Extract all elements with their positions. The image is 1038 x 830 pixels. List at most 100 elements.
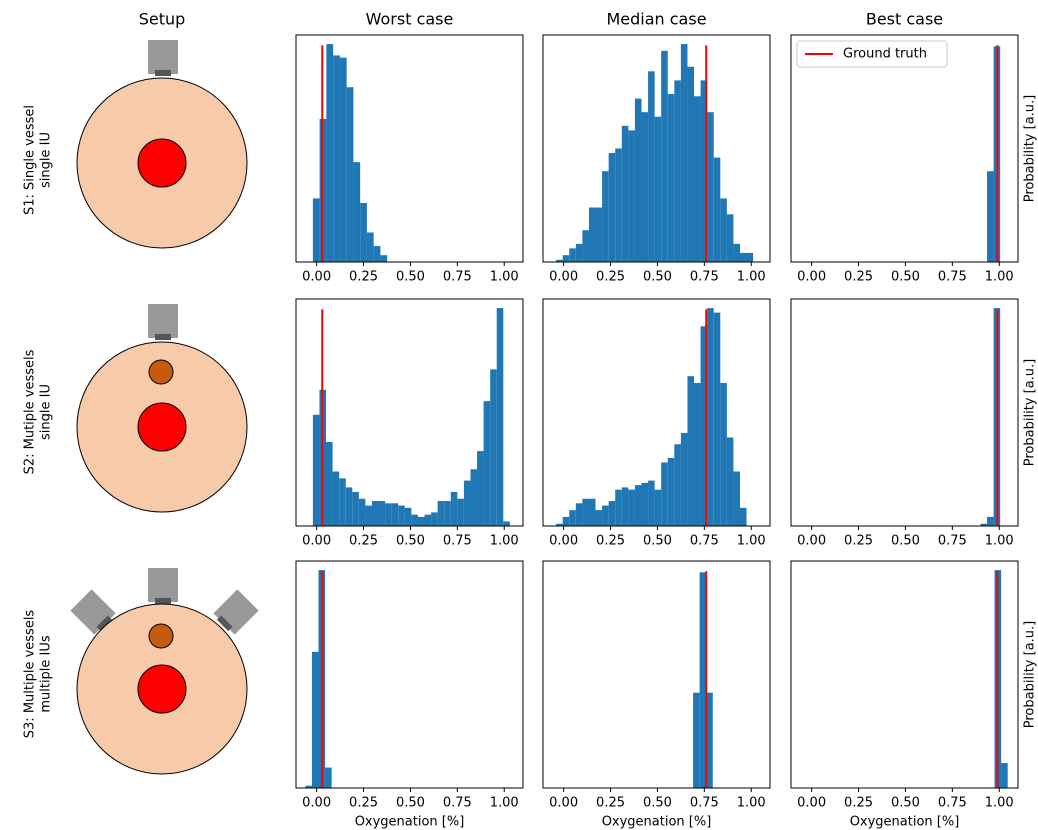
subplot: 0.000.250.500.751.00Median case xyxy=(543,10,770,285)
vessel xyxy=(138,665,186,713)
x-tick-label: 0.75 xyxy=(938,270,967,285)
axes-frame xyxy=(791,561,1018,788)
column-title: Median case xyxy=(606,10,706,29)
bar xyxy=(602,171,609,262)
x-tick-label: 0.50 xyxy=(396,534,425,549)
bar xyxy=(326,44,333,262)
bar xyxy=(411,515,418,526)
bar xyxy=(628,490,635,526)
bar xyxy=(694,96,701,262)
bar xyxy=(569,510,576,526)
bar xyxy=(340,58,347,262)
bar xyxy=(687,376,694,526)
bar xyxy=(438,501,445,526)
bar xyxy=(740,253,747,262)
x-tick-label: 0.25 xyxy=(596,796,625,811)
row-label: single IU xyxy=(39,132,54,188)
y-axis-label: Probability [a.u.] xyxy=(1023,95,1038,202)
bar xyxy=(681,433,688,526)
bar xyxy=(333,472,340,526)
x-tick-label: 0.50 xyxy=(643,796,672,811)
bar xyxy=(326,442,333,526)
x-tick-label: 0.50 xyxy=(643,270,672,285)
bar xyxy=(333,55,340,262)
bar xyxy=(464,481,471,526)
probe xyxy=(148,568,178,602)
setup-title: Setup xyxy=(139,10,186,29)
x-tick-label: 0.75 xyxy=(443,270,472,285)
bar xyxy=(733,244,740,262)
bar xyxy=(615,490,622,526)
x-tick-label: 0.00 xyxy=(302,270,331,285)
vessel xyxy=(138,139,186,187)
legend: Ground truth xyxy=(797,41,947,67)
bar xyxy=(609,501,616,526)
x-tick-label: 1.00 xyxy=(737,796,766,811)
x-tick-label: 0.00 xyxy=(797,270,826,285)
x-tick-label: 0.75 xyxy=(690,534,719,549)
bar xyxy=(576,503,583,526)
bar xyxy=(313,198,320,262)
x-tick-label: 0.75 xyxy=(443,534,472,549)
x-tick-label: 0.00 xyxy=(549,796,578,811)
bar xyxy=(589,208,596,262)
x-tick-label: 1.00 xyxy=(737,270,766,285)
bar xyxy=(628,130,635,262)
bar xyxy=(385,503,392,526)
bar xyxy=(367,232,374,262)
x-tick-label: 0.50 xyxy=(396,796,425,811)
bar xyxy=(1001,763,1008,788)
x-tick-label: 0.75 xyxy=(938,534,967,549)
x-tick-label: 0.00 xyxy=(549,534,578,549)
x-tick-label: 0.00 xyxy=(797,796,826,811)
bar xyxy=(582,499,589,526)
bar xyxy=(497,308,504,526)
bar xyxy=(668,94,675,262)
bar xyxy=(582,230,589,262)
bar xyxy=(339,478,346,526)
bar xyxy=(641,112,648,262)
x-tick-label: 0.75 xyxy=(690,796,719,811)
bar xyxy=(681,44,688,262)
bar xyxy=(727,214,734,262)
bar xyxy=(602,506,609,526)
row-label: S1: Single vessel xyxy=(23,105,38,215)
bar xyxy=(714,313,721,526)
bar xyxy=(740,508,747,526)
figure: Setup S1: Single vessel single IU S2: Mu… xyxy=(0,0,1038,830)
bar xyxy=(589,499,596,526)
bar xyxy=(655,117,662,262)
bar xyxy=(648,481,655,526)
bar xyxy=(987,517,994,526)
bar xyxy=(418,517,425,526)
x-tick-label: 0.00 xyxy=(549,270,578,285)
bar xyxy=(720,383,727,526)
vessel xyxy=(138,403,186,451)
bar xyxy=(313,415,320,526)
bar xyxy=(372,501,379,526)
x-tick-label: 0.50 xyxy=(396,270,425,285)
x-tick-label: 1.00 xyxy=(490,796,519,811)
bar xyxy=(379,501,386,526)
legend-label: Ground truth xyxy=(843,47,927,62)
vessel-small xyxy=(149,360,173,384)
bar xyxy=(661,51,668,262)
axes-frame xyxy=(791,299,1018,526)
bar xyxy=(596,208,603,262)
bar xyxy=(635,99,642,262)
bar xyxy=(490,369,497,526)
bar xyxy=(431,512,438,526)
bar xyxy=(347,87,354,262)
bar xyxy=(609,153,616,262)
x-tick-label: 0.00 xyxy=(302,796,331,811)
subplot: 0.00 0.25 0.50 0.75 1.00 Oxygenation [%] xyxy=(543,561,770,830)
bar xyxy=(622,126,629,262)
x-tick-label: 1.00 xyxy=(985,796,1014,811)
x-tick-label: 0.50 xyxy=(891,796,920,811)
x-axis-label: Oxygenation [%] xyxy=(602,815,712,830)
x-tick-label: 0.50 xyxy=(891,534,920,549)
x-tick-label: 0.75 xyxy=(938,796,967,811)
x-tick-label: 0.25 xyxy=(596,534,625,549)
probe-tip xyxy=(155,70,171,76)
